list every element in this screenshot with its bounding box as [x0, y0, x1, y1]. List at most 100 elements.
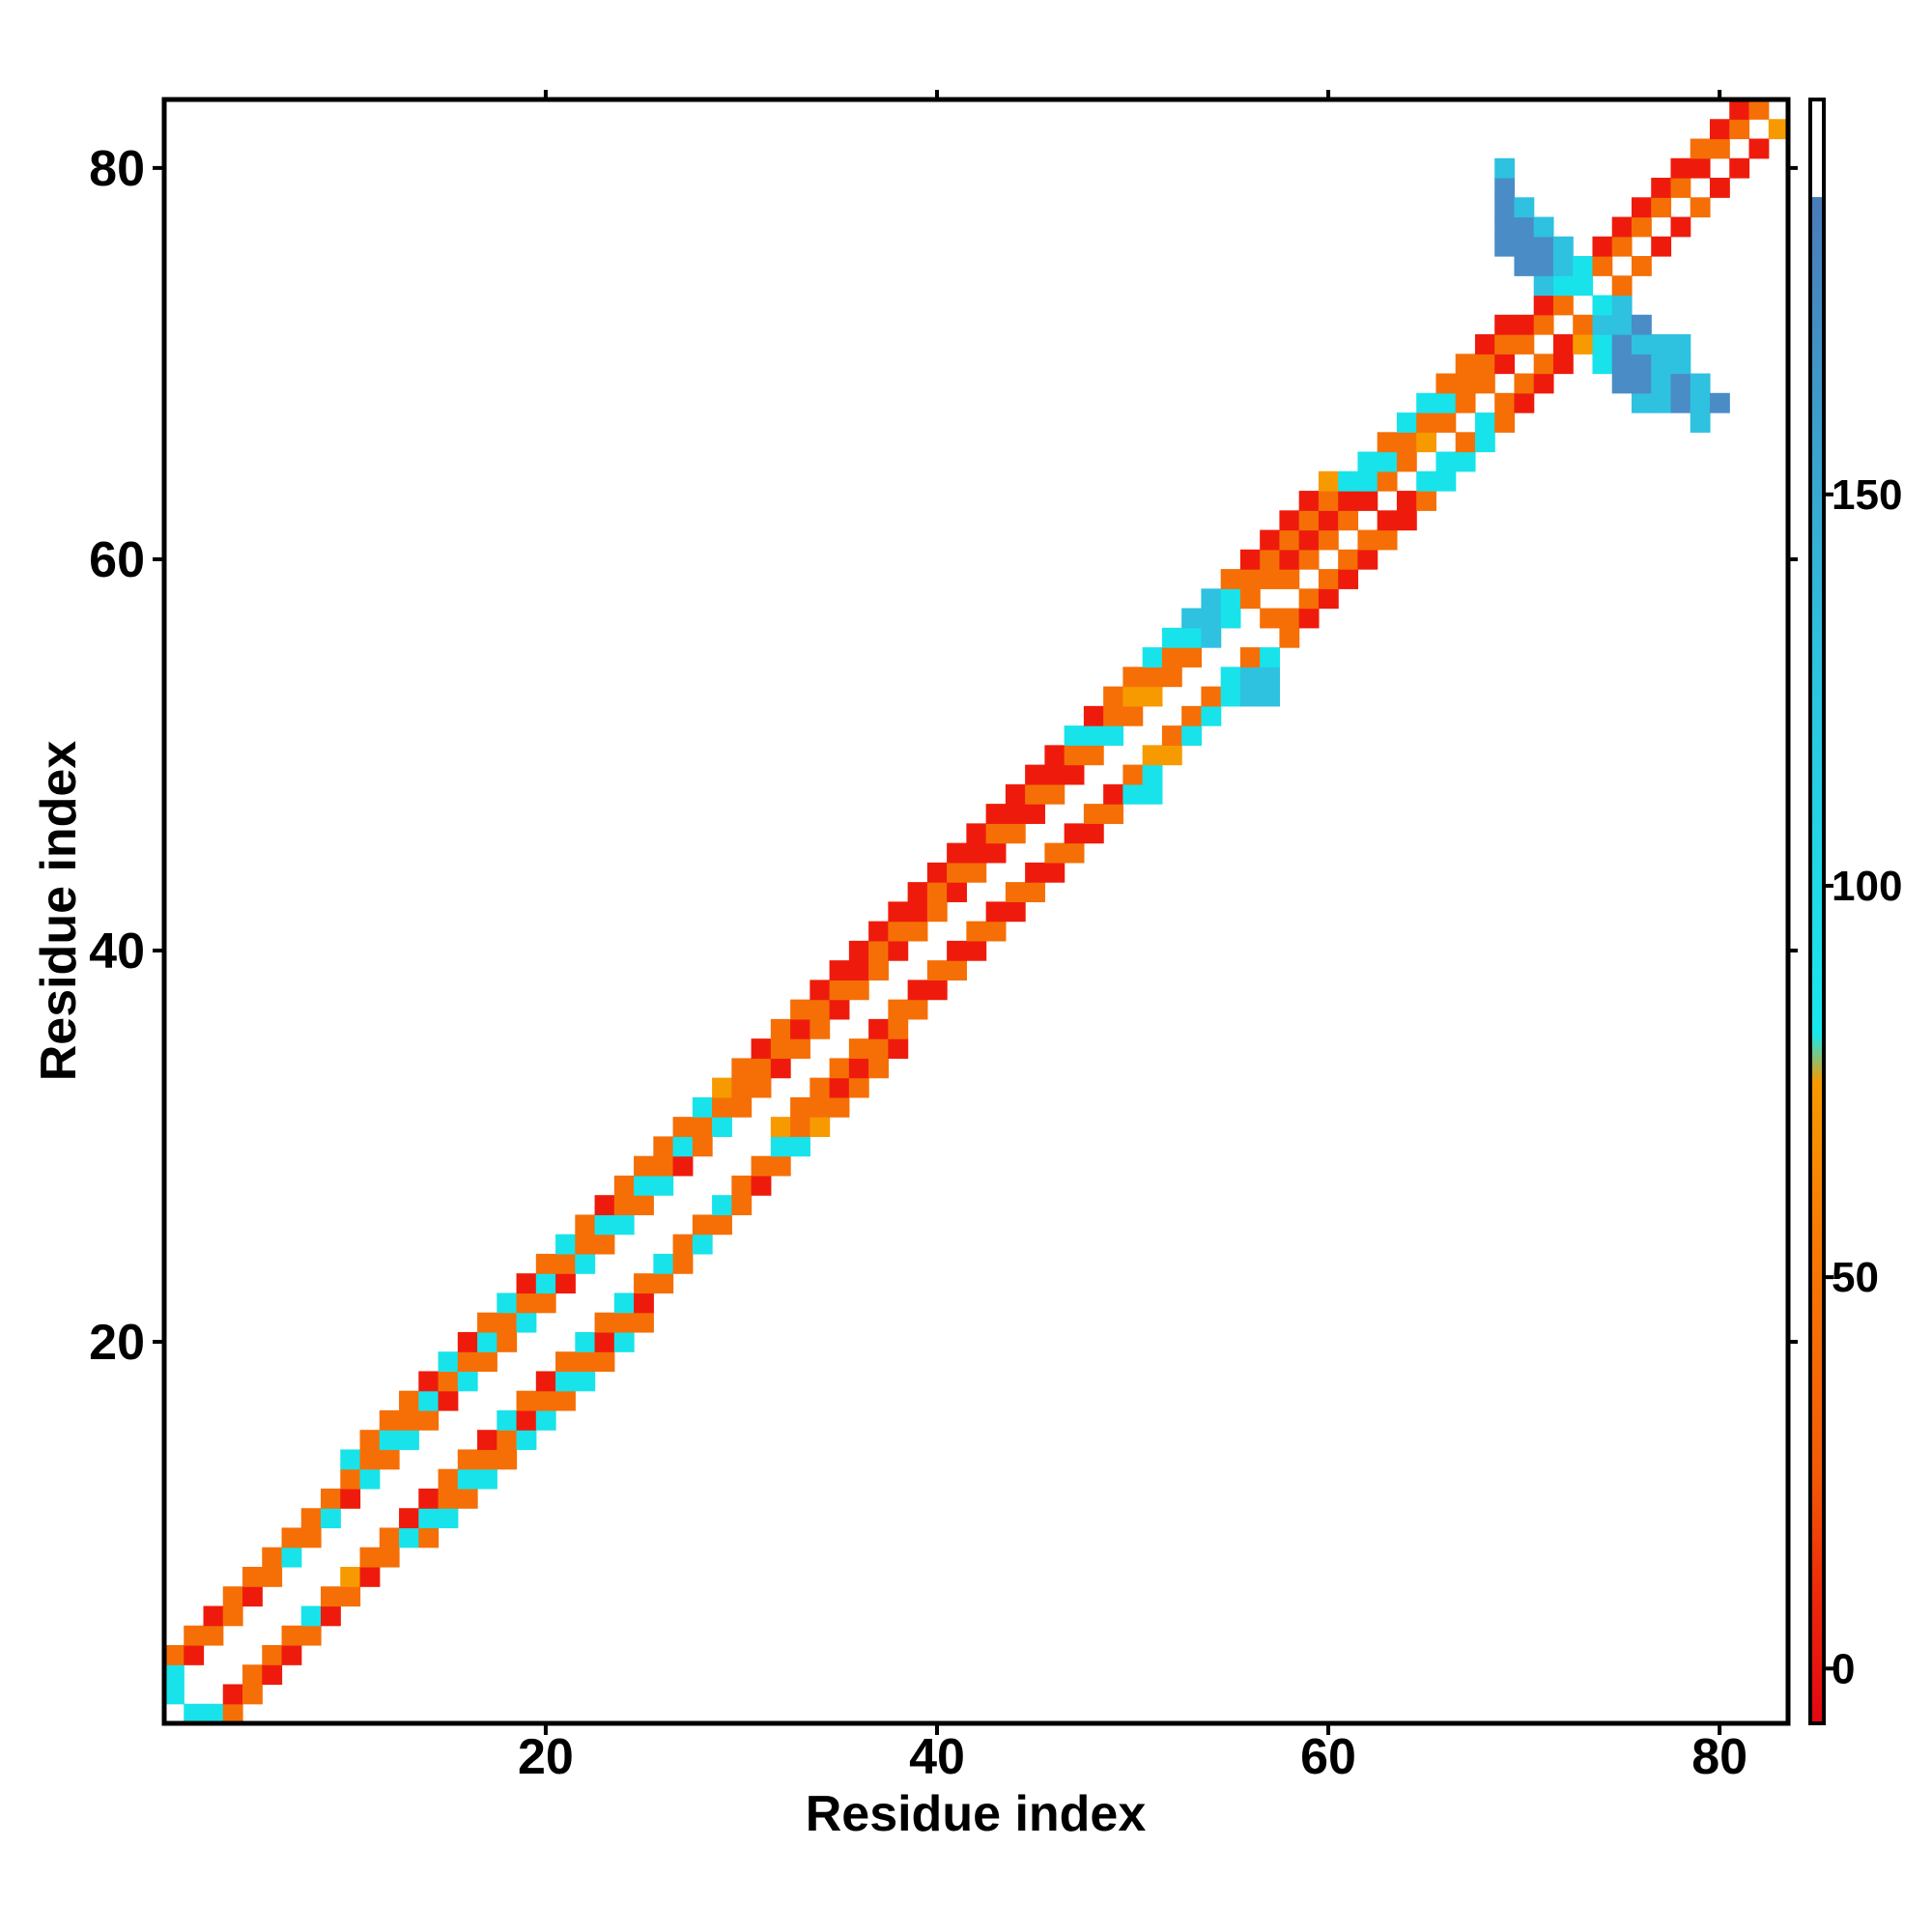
- heatmap-cell: [575, 1351, 596, 1373]
- heatmap-cell: [164, 1664, 185, 1686]
- heatmap-cell: [1651, 392, 1672, 413]
- heatmap-cell: [1260, 667, 1281, 688]
- heatmap-cell: [1396, 510, 1417, 531]
- heatmap-cell: [300, 1527, 322, 1548]
- heatmap-cell: [653, 1253, 674, 1274]
- heatmap-cell: [379, 1409, 400, 1431]
- heatmap-cell: [555, 1371, 576, 1392]
- heatmap-cell: [1552, 295, 1574, 316]
- heatmap-cell: [1260, 569, 1281, 589]
- heatmap-cell: [1279, 529, 1300, 551]
- heatmap-cell: [1494, 392, 1516, 413]
- heatmap-cell: [1690, 373, 1711, 394]
- heatmap-cell: [1690, 197, 1711, 218]
- heatmap-cell: [1220, 667, 1241, 688]
- heatmap-cell: [555, 1351, 576, 1373]
- heatmap-cell: [1260, 549, 1281, 570]
- colorbar-frame: [1808, 98, 1826, 1725]
- heatmap-cell: [1514, 256, 1535, 276]
- heatmap-cell: [1748, 138, 1770, 159]
- heatmap-cell: [1552, 334, 1574, 355]
- heatmap-cell: [184, 1703, 205, 1724]
- heatmap-cell: [203, 1703, 224, 1724]
- heatmap-cell: [418, 1488, 440, 1509]
- heatmap-cell: [281, 1527, 302, 1548]
- heatmap-cell: [790, 1038, 810, 1059]
- heatmap-cell: [1239, 686, 1261, 707]
- heatmap-cell: [770, 1136, 791, 1157]
- heatmap-cell: [242, 1664, 263, 1686]
- heatmap-cell: [1220, 569, 1241, 589]
- heatmap-cell: [634, 1312, 654, 1333]
- heatmap-cell: [1025, 882, 1045, 902]
- heatmap-cell: [1338, 470, 1359, 492]
- heatmap-cell: [399, 1508, 419, 1529]
- y-tick-label: 40: [89, 923, 145, 980]
- heatmap-cell: [810, 1096, 831, 1118]
- heatmap-cell: [966, 940, 987, 961]
- heatmap-cell: [653, 1273, 674, 1294]
- heatmap-cell: [1573, 275, 1594, 297]
- heatmap-cell: [1533, 275, 1554, 297]
- heatmap-cell: [262, 1664, 283, 1686]
- heatmap-cell: [947, 940, 967, 961]
- heatmap-cell: [1161, 725, 1182, 746]
- heatmap-cell: [985, 823, 1007, 844]
- heatmap-cell: [1611, 334, 1633, 355]
- heatmap-cell: [359, 1449, 381, 1470]
- heatmap-cell: [516, 1409, 537, 1431]
- heatmap-cell: [1338, 510, 1359, 531]
- heatmap-cell: [1573, 256, 1594, 276]
- heatmap-cell: [1201, 627, 1222, 648]
- heatmap-cell: [1651, 373, 1672, 394]
- colorbar-tick-label: 100: [1832, 863, 1902, 910]
- heatmap-cell: [848, 980, 869, 1001]
- heatmap-cell: [1611, 314, 1633, 335]
- heatmap-cell: [1416, 432, 1437, 453]
- colorbar-tick-label: 50: [1832, 1254, 1879, 1301]
- heatmap-cell: [1690, 392, 1711, 413]
- heatmap-cell: [868, 1018, 889, 1039]
- heatmap-cell: [516, 1390, 537, 1411]
- heatmap-cell: [1533, 216, 1554, 238]
- heatmap-cell: [457, 1449, 478, 1470]
- heatmap-cell: [1142, 686, 1163, 707]
- heatmap-cell: [868, 1038, 889, 1059]
- heatmap-cell: [399, 1409, 419, 1431]
- heatmap-cell: [1083, 804, 1104, 824]
- heatmap-cell: [516, 1430, 537, 1451]
- heatmap-cell: [731, 1175, 753, 1196]
- heatmap-cell: [516, 1273, 537, 1294]
- heatmap-cell: [242, 1586, 263, 1607]
- heatmap-cell: [1377, 432, 1398, 453]
- heatmap-cell: [829, 1077, 850, 1098]
- heatmap-cell: [712, 1096, 732, 1118]
- heatmap-cell: [1201, 686, 1222, 707]
- heatmap-cell: [262, 1547, 283, 1568]
- heatmap-cell: [1690, 412, 1711, 433]
- heatmap-cell: [1298, 510, 1320, 531]
- heatmap-cell: [848, 1038, 869, 1059]
- heatmap-cell: [1044, 842, 1065, 864]
- heatmap-cell: [731, 1077, 753, 1098]
- heatmap-cell: [594, 1195, 615, 1216]
- heatmap-cell: [1064, 823, 1085, 844]
- heatmap-cell: [1631, 256, 1652, 276]
- heatmap-cell: [1416, 470, 1437, 492]
- heatmap-cell: [770, 1117, 791, 1138]
- heatmap-cell: [497, 1430, 518, 1451]
- heatmap-cell: [1142, 647, 1163, 668]
- heatmap-cell: [1435, 392, 1457, 413]
- heatmap-cell: [575, 1371, 596, 1392]
- heatmap-cell: [1357, 491, 1378, 511]
- heatmap-cell: [966, 842, 987, 864]
- heatmap-cell: [1455, 354, 1476, 375]
- heatmap-cell: [477, 1449, 497, 1470]
- heatmap-cell: [1474, 412, 1495, 433]
- heatmap-cell: [1611, 295, 1633, 316]
- heatmap-cell: [1474, 373, 1495, 394]
- heatmap-cell: [634, 1273, 654, 1294]
- heatmap-cell: [516, 1293, 537, 1314]
- heatmap-cell: [613, 1331, 635, 1352]
- heatmap-cell: [1318, 491, 1339, 511]
